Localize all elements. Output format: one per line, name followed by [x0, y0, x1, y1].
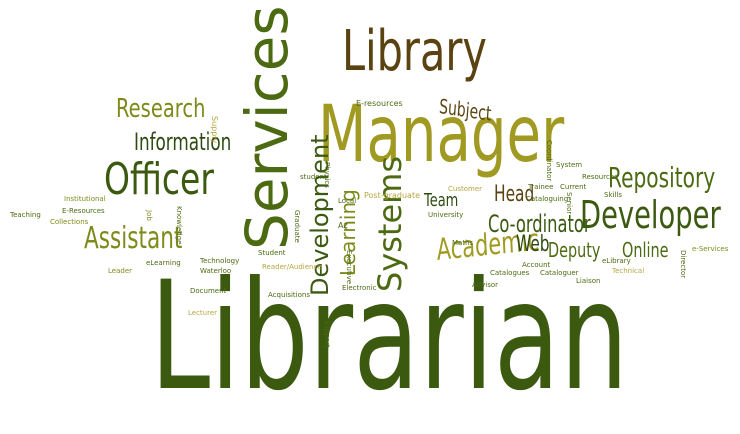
word-e-services: e-Services	[692, 245, 729, 253]
word-senior: Senior	[565, 192, 573, 215]
word-local: Local	[338, 197, 357, 205]
word-knowledge: Knowledge	[175, 206, 183, 245]
word-acquisitions: Acquisitions	[268, 291, 310, 299]
word-leader: Leader	[108, 267, 133, 275]
word-director: Director	[679, 250, 687, 279]
word-electronic: Electronic	[342, 284, 377, 292]
word-technical: Technical	[612, 267, 645, 275]
word-services: Services	[233, 5, 301, 250]
word-web: Web	[516, 232, 550, 257]
word-research: Research	[116, 94, 206, 124]
word-library: Library	[342, 19, 487, 84]
word-student: Student	[258, 249, 286, 257]
word-e-resources: E-resources	[356, 99, 403, 108]
word-university: University	[428, 211, 464, 219]
word-assistant: Assistant	[84, 221, 183, 256]
word-co-ordinator: Co-ordinator	[488, 210, 591, 238]
word-coordinator: Coordinator	[545, 140, 553, 182]
word-collections: Collections	[50, 218, 89, 226]
word-catalogues: Catalogues	[490, 269, 530, 277]
word-technology: Technology	[200, 257, 240, 265]
word-deputy: Deputy	[548, 238, 601, 262]
word-cataloguing: Cataloguing	[526, 195, 569, 203]
word-e-resources-2: E-Resources	[62, 207, 105, 215]
word-developer: Developer	[580, 193, 721, 237]
word-elibrary: eLibrary	[602, 257, 631, 265]
word-waterloo: Waterloo	[200, 267, 232, 275]
word-elearning: eLearning	[146, 259, 181, 267]
word-manager: Manager	[318, 90, 565, 180]
word-trainee: Trainee	[528, 183, 554, 191]
word-lecturer: Lecturer	[188, 309, 218, 317]
word-support: Support	[323, 320, 331, 348]
word-job: Job	[145, 210, 153, 221]
word-az: Az	[338, 221, 348, 230]
word-document: Document	[190, 287, 227, 295]
word-student-lower: student	[300, 173, 327, 181]
word-librarian: Librarian	[150, 250, 629, 424]
word-development: Development	[306, 134, 334, 296]
word-information: Information	[134, 128, 232, 156]
word-customer: Customer	[448, 185, 483, 193]
word-supply: Supply	[210, 116, 219, 144]
word-advisor: Advisor	[472, 281, 499, 289]
word-post-graduate: Post-graduate	[364, 191, 421, 200]
word-systems: Systems	[371, 156, 409, 292]
word-institutional: Institutional	[64, 195, 106, 203]
word-current: Current	[560, 183, 587, 191]
word-online: Online	[622, 238, 669, 262]
word-account: Account	[522, 261, 551, 269]
word-resources: Resources	[582, 173, 618, 181]
word-maths: Maths	[452, 239, 474, 247]
word-officer: Officer	[104, 154, 214, 205]
word-graduate: Graduate	[293, 210, 301, 243]
word-executive: Executive	[345, 250, 353, 285]
word-repository: Repository	[608, 161, 716, 194]
word-reader-audience: Reader/Audience	[262, 263, 322, 271]
word-system: System	[556, 161, 583, 169]
word-liaison: Liaison	[576, 277, 601, 285]
word-skills: Skills	[604, 191, 622, 199]
word-teaching: Teaching	[10, 211, 41, 219]
word-team: Team	[424, 190, 459, 211]
word-cataloguer: Cataloguer	[540, 269, 579, 277]
word-head: Head	[494, 182, 535, 207]
